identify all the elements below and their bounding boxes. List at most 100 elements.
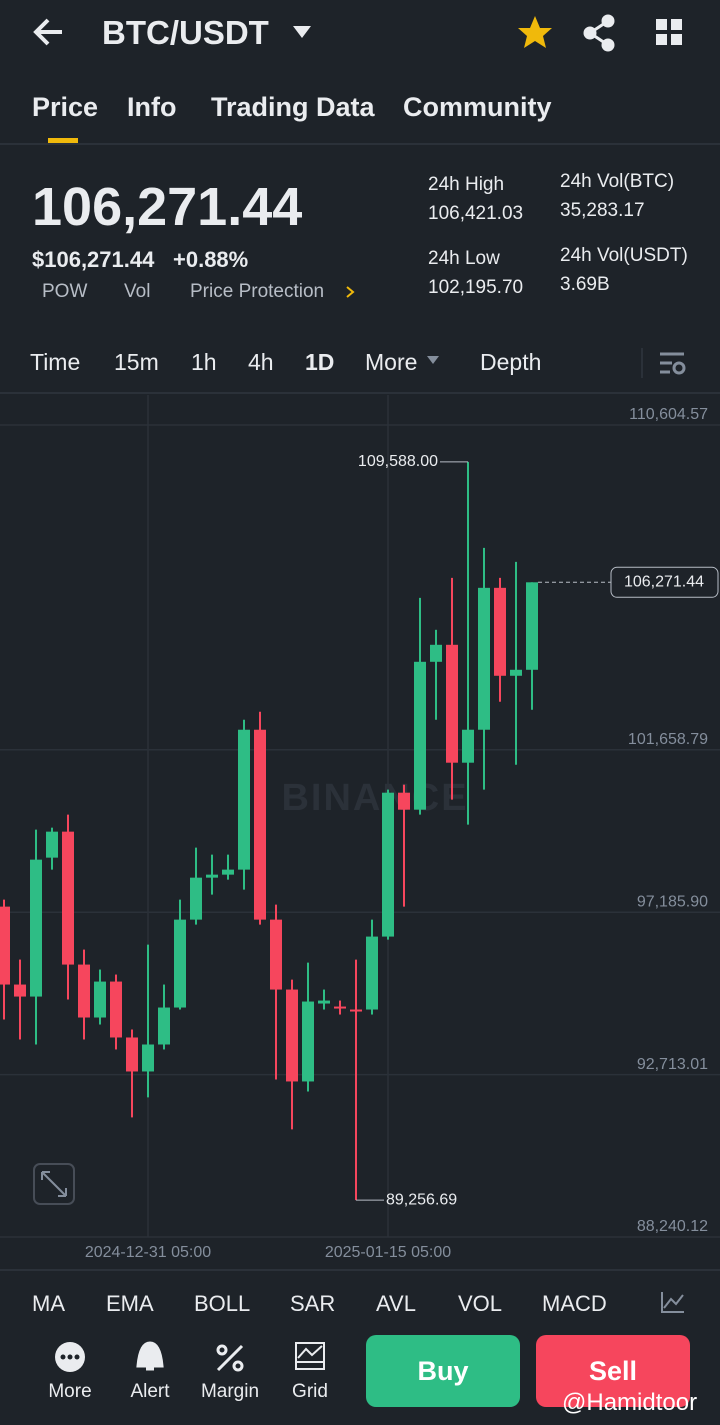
indicator[interactable]: SAR (290, 1291, 336, 1316)
dropdown-icon[interactable] (427, 356, 439, 364)
interval[interactable]: 4h (248, 349, 274, 375)
y-tick-label: 97,185.90 (637, 893, 708, 910)
tag[interactable]: Price Protection (190, 281, 325, 302)
chart-watermark: BINANCE (281, 777, 468, 819)
candle-body (206, 874, 218, 878)
candle-body (462, 729, 474, 763)
stat-value: 106,421.03 (428, 203, 524, 224)
stat-value: 35,283.17 (560, 200, 645, 221)
candle-body (494, 587, 506, 676)
sell-button[interactable]: Sell (536, 1335, 690, 1407)
expand-button[interactable] (33, 1163, 75, 1205)
high-label: 109,588.00 (358, 453, 438, 470)
candle-body (254, 729, 266, 920)
x-tick-label: 2025-01-15 05:00 (325, 1244, 451, 1261)
action[interactable]: More (48, 1381, 92, 1402)
watermark: @Hamidtoor (562, 1389, 698, 1416)
last-price-box (610, 566, 719, 598)
interval[interactable]: More (365, 349, 418, 375)
candle-body (46, 831, 58, 858)
candle-body (318, 1000, 330, 1004)
pair-title[interactable]: BTC/USDT (102, 14, 269, 51)
expand-icon (41, 1171, 67, 1197)
candle-body (94, 981, 106, 1018)
tab[interactable]: Info (127, 92, 177, 122)
candle-body (190, 877, 202, 920)
candle-body (414, 661, 426, 810)
indicator[interactable]: EMA (106, 1291, 154, 1316)
grid-bot-icon[interactable] (295, 1342, 325, 1370)
indicator[interactable]: MACD (542, 1291, 607, 1316)
candle-body (350, 1009, 362, 1012)
last-price: 106,271.44 (32, 177, 303, 237)
interval[interactable]: 15m (114, 349, 159, 375)
candle-body (286, 989, 298, 1082)
back-icon[interactable] (33, 18, 62, 46)
candle-body (142, 1044, 154, 1072)
y-tick-label: 101,658.79 (628, 731, 708, 748)
candle-body (270, 919, 282, 990)
settings-icon[interactable] (660, 352, 686, 375)
candle-body (398, 792, 410, 810)
candle-body (366, 936, 378, 1010)
tab[interactable]: Community (403, 92, 552, 122)
grid-icon[interactable] (656, 19, 682, 45)
dropdown-icon[interactable] (293, 26, 311, 38)
candle-body (62, 831, 74, 965)
interval[interactable]: Time (30, 349, 81, 375)
action[interactable]: Grid (292, 1381, 328, 1402)
candle-body (174, 919, 186, 1008)
chevron (346, 286, 355, 298)
indicator[interactable]: VOL (458, 1291, 503, 1316)
x-tick-label: 2024-12-31 05:00 (85, 1244, 211, 1261)
indicator[interactable]: MA (32, 1291, 65, 1316)
favorite-icon[interactable] (518, 16, 552, 48)
action[interactable]: Alert (130, 1381, 170, 1402)
candle-body (222, 869, 234, 875)
y-tick-label: 110,604.57 (629, 406, 708, 423)
candle-body (334, 1006, 346, 1009)
stat-value: 102,195.70 (428, 277, 524, 298)
interval[interactable]: Depth (480, 349, 542, 375)
stat-label: 24h Vol(BTC) (560, 171, 675, 192)
alert-icon[interactable] (136, 1341, 164, 1371)
indicator[interactable]: BOLL (194, 1291, 251, 1316)
stat-label: 24h Vol(USDT) (560, 245, 688, 266)
action[interactable]: Margin (200, 1381, 260, 1402)
fiat-price: $106,271.44 (32, 247, 155, 272)
tab[interactable]: Trading Data (211, 92, 375, 122)
candle-body (478, 587, 490, 730)
candle-body (510, 669, 522, 676)
candle-body (0, 906, 10, 985)
indicator[interactable]: AVL (376, 1291, 416, 1316)
buy-button[interactable]: Buy (366, 1335, 520, 1407)
candle-body (382, 792, 394, 937)
stat-label: 24h High (428, 174, 505, 195)
price-change: +0.88% (173, 247, 249, 272)
chart-icon[interactable] (661, 1292, 684, 1313)
candle-body (126, 1037, 138, 1072)
candle-body (302, 1001, 314, 1082)
candle-body (14, 984, 26, 997)
candle-body (446, 644, 458, 763)
low-label: 89,256.69 (386, 1191, 457, 1208)
margin-icon[interactable] (216, 1344, 244, 1372)
candle-body (526, 582, 538, 670)
candle-body (78, 964, 90, 1018)
tag[interactable]: POW (42, 281, 88, 302)
interval-selected[interactable]: 1D (305, 349, 335, 375)
stat-value: 3.69B (560, 274, 610, 295)
tab[interactable]: Price (32, 92, 99, 122)
candle-body (238, 729, 250, 870)
more-icon[interactable] (55, 1342, 85, 1372)
y-tick-label: 88,240.12 (637, 1218, 708, 1235)
stat-label: 24h Low (428, 248, 500, 269)
y-tick-label: 92,713.01 (637, 1056, 708, 1073)
candle-body (430, 644, 442, 662)
interval[interactable]: 1h (191, 349, 217, 375)
share-icon[interactable] (583, 14, 615, 52)
candle-body (30, 859, 42, 997)
candle-body (158, 1007, 170, 1045)
tag[interactable]: Vol (124, 281, 151, 302)
